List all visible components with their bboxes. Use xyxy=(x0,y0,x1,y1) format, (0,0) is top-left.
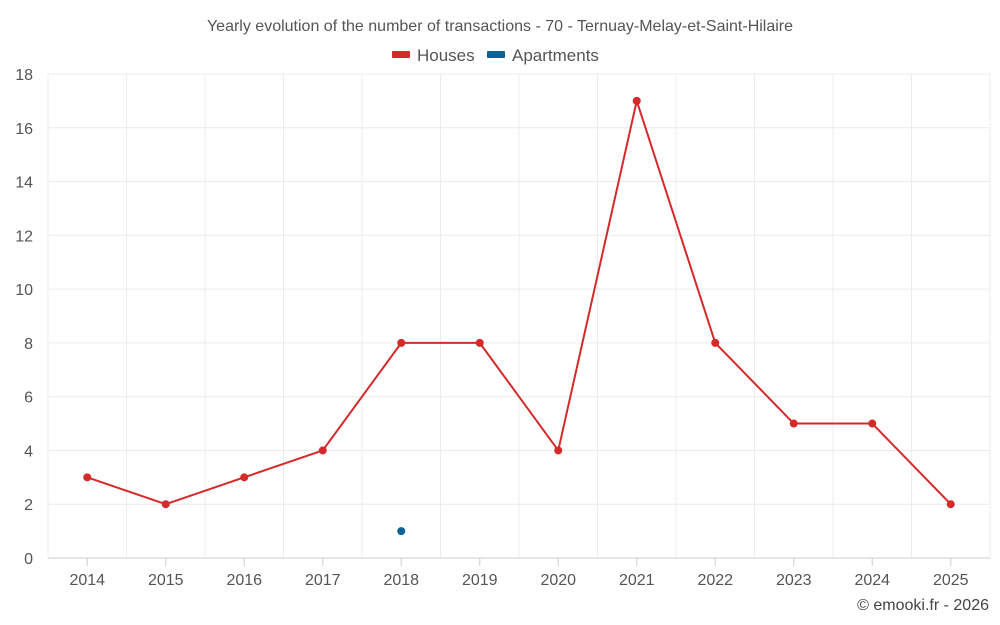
y-tick-label: 6 xyxy=(24,390,33,407)
y-tick-label: 16 xyxy=(15,121,33,138)
y-tick-label: 0 xyxy=(24,551,33,568)
legend-label-apartments[interactable]: Apartments xyxy=(512,46,599,65)
x-tick-label: 2025 xyxy=(933,572,969,589)
y-tick-label: 4 xyxy=(24,443,33,460)
x-tick-label: 2023 xyxy=(776,572,812,589)
data-point-houses-2015[interactable] xyxy=(161,500,170,509)
series-layer xyxy=(83,96,955,536)
y-tick-label: 8 xyxy=(24,336,33,353)
x-tick-label: 2024 xyxy=(854,572,890,589)
data-point-houses-2019[interactable] xyxy=(475,338,484,347)
grid xyxy=(47,73,991,559)
y-tick-label: 2 xyxy=(24,497,33,514)
data-point-houses-2020[interactable] xyxy=(554,446,563,455)
y-tick-label: 12 xyxy=(15,228,33,245)
y-tick-label: 14 xyxy=(15,175,33,192)
data-point-houses-2014[interactable] xyxy=(83,473,92,482)
y-tick-label: 10 xyxy=(15,282,33,299)
data-point-apartments-2018[interactable] xyxy=(397,527,406,536)
x-tick-label: 2018 xyxy=(383,572,419,589)
x-tick-label: 2019 xyxy=(462,572,498,589)
x-tick-label: 2021 xyxy=(619,572,655,589)
legend-swatch-houses[interactable] xyxy=(392,51,410,58)
y-tick-label: 18 xyxy=(15,67,33,84)
data-point-houses-2022[interactable] xyxy=(711,338,720,347)
x-axis-ticks: 2014 2015 2016 2017 2018 2019 2020 2021 2022 2023… xyxy=(69,558,969,589)
x-tick-label: 2016 xyxy=(226,572,262,589)
x-tick-label: 2020 xyxy=(540,572,576,589)
x-tick-label: 2017 xyxy=(305,572,341,589)
data-point-houses-2023[interactable] xyxy=(789,419,798,428)
chart-title: Yearly evolution of the number of transa… xyxy=(207,18,793,35)
credit-text: © emooki.fr - 2026 xyxy=(857,597,989,614)
x-tick-label: 2014 xyxy=(69,572,105,589)
x-tick-label: 2022 xyxy=(697,572,733,589)
data-point-houses-2017[interactable] xyxy=(318,446,327,455)
legend-swatch-apartments[interactable] xyxy=(487,51,505,58)
legend: Houses Apartments xyxy=(392,46,599,65)
legend-label-houses[interactable]: Houses xyxy=(417,46,475,65)
y-axis-ticks: 0 2 4 6 8 10 12 14 16 18 xyxy=(15,67,33,568)
data-point-houses-2016[interactable] xyxy=(240,473,249,482)
data-point-houses-2025[interactable] xyxy=(946,500,955,509)
data-point-houses-2021[interactable] xyxy=(632,96,641,105)
data-point-houses-2018[interactable] xyxy=(397,338,406,347)
series-line-houses xyxy=(86,99,952,506)
x-tick-label: 2015 xyxy=(148,572,184,589)
data-point-houses-2024[interactable] xyxy=(868,419,877,428)
